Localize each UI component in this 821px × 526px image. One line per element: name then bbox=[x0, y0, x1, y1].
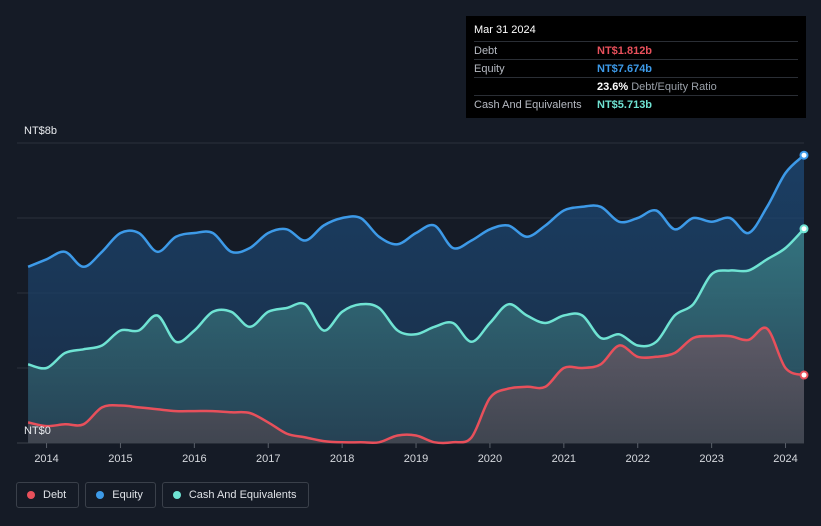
x-axis-ticks: 2014 2015 2016 2017 2018 2019 2020 2021 2022 2023… bbox=[34, 443, 798, 465]
legend-dot-icon bbox=[96, 491, 105, 499]
series-areas bbox=[28, 155, 805, 444]
x-tick-label: 2023 bbox=[699, 453, 723, 465]
tooltip-ratio-caption: Debt/Equity Ratio bbox=[631, 80, 717, 93]
x-tick-label: 2016 bbox=[182, 453, 206, 465]
debt-endpoint bbox=[799, 370, 809, 380]
legend-label: Equity bbox=[112, 489, 143, 501]
legend-item-equity[interactable]: Equity bbox=[85, 482, 156, 508]
x-tick-label: 2018 bbox=[330, 453, 354, 465]
legend-item-debt[interactable]: Debt bbox=[16, 482, 80, 508]
legend-label: Debt bbox=[43, 489, 67, 501]
tooltip-value-ratio: 23.6% bbox=[597, 80, 629, 93]
x-tick-label: 2020 bbox=[478, 453, 502, 465]
x-tick-label: 2015 bbox=[108, 453, 132, 465]
x-tick-label: 2014 bbox=[34, 453, 58, 465]
tooltip-value-cash: NT$5.713b bbox=[597, 98, 653, 111]
legend-item-cash[interactable]: Cash And Equivalents bbox=[161, 482, 310, 508]
series-lines bbox=[27, 154, 805, 445]
x-tick-label: 2024 bbox=[773, 453, 797, 465]
legend-label: Cash And Equivalents bbox=[188, 489, 297, 501]
tooltip-row-ratio: 23.6% Debt/Equity Ratio bbox=[474, 77, 798, 95]
tooltip-value-equity: NT$7.674b bbox=[597, 62, 653, 75]
x-tick-label: 2021 bbox=[552, 453, 576, 465]
equity-endpoint bbox=[799, 150, 809, 160]
tooltip-value-debt: NT$1.812b bbox=[597, 44, 653, 57]
tooltip-row-debt: Debt NT$1.812b bbox=[474, 41, 798, 59]
debt-area bbox=[28, 327, 805, 444]
tooltip-label: Debt bbox=[474, 44, 498, 57]
tooltip-label: Equity bbox=[474, 62, 505, 75]
tooltip-label: Cash And Equivalents bbox=[474, 98, 582, 111]
legend-dot-icon bbox=[27, 491, 35, 499]
debt-line bbox=[27, 326, 805, 445]
cash-and-equivalents-line bbox=[27, 227, 805, 370]
series-endpoints bbox=[799, 150, 809, 380]
x-tick-label: 2022 bbox=[625, 453, 649, 465]
cash-and-equivalents-endpoint bbox=[799, 224, 809, 234]
equity-line bbox=[27, 154, 805, 269]
legend: Debt Equity Cash And Equivalents bbox=[16, 482, 310, 508]
tooltip-row-cash: Cash And Equivalents NT$5.713b bbox=[474, 95, 798, 113]
tooltip-date: Mar 31 2024 bbox=[474, 24, 536, 36]
x-tick-label: 2017 bbox=[256, 453, 280, 465]
tooltip-panel: Mar 31 2024 Debt NT$1.812b Equity NT$7.6… bbox=[466, 16, 806, 118]
legend-dot-icon bbox=[172, 491, 181, 499]
x-tick-label: 2019 bbox=[404, 453, 428, 465]
tooltip-row-equity: Equity NT$7.674b bbox=[474, 59, 798, 77]
y-axis-bottom-label: NT$0 bbox=[24, 425, 51, 437]
y-axis-top-label: NT$8b bbox=[24, 125, 58, 137]
